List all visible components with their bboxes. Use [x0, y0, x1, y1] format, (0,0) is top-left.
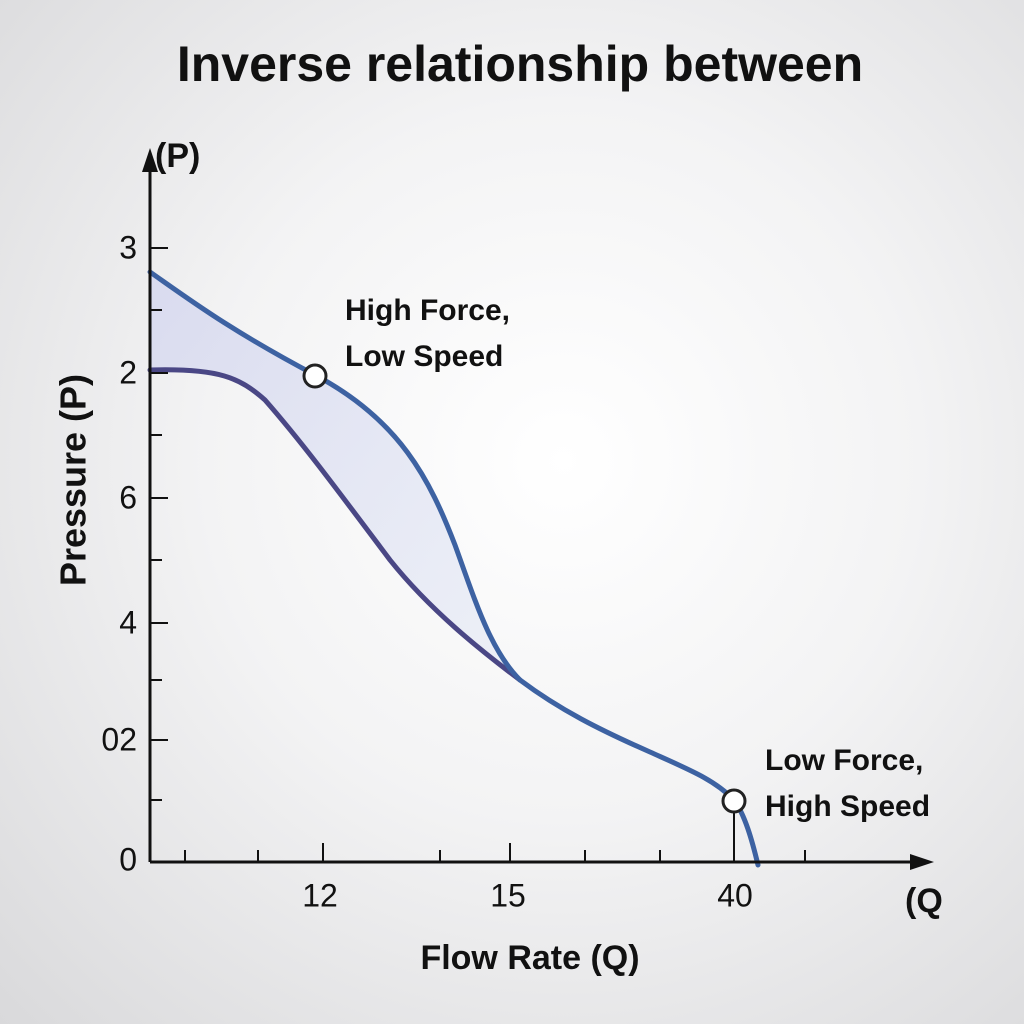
x-ticks [184, 843, 806, 862]
annotation: Low Speed [345, 340, 503, 373]
x-end-label: (Q [905, 882, 943, 920]
y-end-label: (P) [155, 137, 200, 175]
y-tick-label: 0 [119, 841, 137, 877]
y-arrow [142, 148, 158, 172]
marker [721, 788, 747, 814]
x-tick-label: 15 [490, 877, 526, 913]
y-tick-label: 4 [119, 604, 137, 640]
annotation: Low Force, [765, 744, 923, 777]
x-tick-label: 40 [717, 877, 753, 913]
marker [302, 363, 328, 389]
y-tick-label: 2 [119, 354, 137, 390]
y-axis-label: Pressure (P) [53, 374, 94, 586]
y-ticks [150, 247, 168, 801]
y-tick-label: 6 [119, 479, 137, 515]
y-tick-label: 02 [101, 721, 137, 757]
x-tick-label: 12 [302, 877, 338, 913]
x-axis-label: Flow Rate (Q) [420, 939, 639, 977]
annotation: High Speed [765, 790, 930, 823]
lower-curve [147, 367, 523, 683]
x-arrow [910, 854, 934, 870]
region [150, 272, 520, 680]
annotation: High Force, [345, 294, 510, 327]
y-tick-label: 3 [119, 229, 137, 265]
title: Inverse relationship between [177, 36, 863, 92]
